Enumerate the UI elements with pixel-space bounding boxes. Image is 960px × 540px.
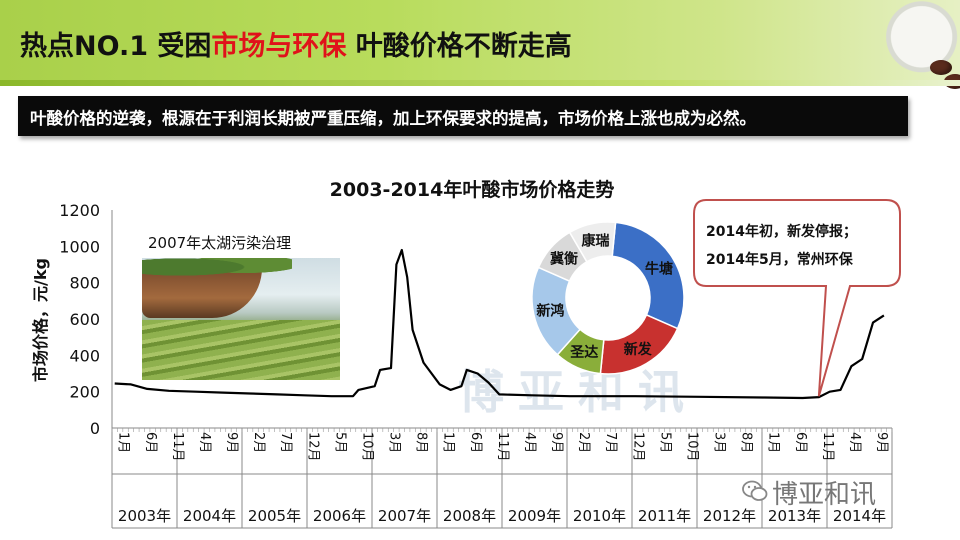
month-tick-label: 12月 xyxy=(305,432,320,462)
taihu-photo xyxy=(142,258,340,380)
title-band xyxy=(0,0,960,92)
photo-caption: 2007年太湖污染治理 xyxy=(148,234,292,252)
y-tick-label: 1000 xyxy=(59,237,100,256)
title-part2: 叶酸价格不断走高 xyxy=(346,31,572,62)
year-label: 2008年 xyxy=(443,507,496,525)
wechat-icon xyxy=(742,480,768,501)
y-tick-label: 200 xyxy=(69,383,100,402)
month-tick-label: 11月 xyxy=(820,432,835,462)
summary-banner: 叶酸价格的逆袭，根源在于利润长期被严重压缩，加上环保要求的提高，市场价格上涨也成… xyxy=(18,96,908,136)
month-tick-label: 3月 xyxy=(712,432,727,453)
callout-line-1: 2014年初，新发停报； xyxy=(706,224,857,240)
donut-slice-label: 圣达 xyxy=(569,344,598,361)
month-tick-label: 3月 xyxy=(387,432,402,453)
year-label: 2009年 xyxy=(508,507,561,525)
y-tick-label: 600 xyxy=(69,310,100,329)
chart-title: 2003-2014年叶酸市场价格走势 xyxy=(330,178,615,201)
year-label: 2003年 xyxy=(118,507,171,525)
y-tick-label: 800 xyxy=(69,274,100,293)
donut-slice-label: 牛塘 xyxy=(645,260,673,277)
banner-text: 叶酸价格的逆袭，根源在于利润长期被严重压缩，加上环保要求的提高，市场价格上涨也成… xyxy=(30,109,756,128)
month-tick-label: 8月 xyxy=(739,432,754,453)
month-tick-label: 7月 xyxy=(603,432,618,453)
month-tick-label: 10月 xyxy=(684,432,699,462)
donut-slice-label: 新发 xyxy=(624,341,653,358)
month-tick-label: 9月 xyxy=(224,432,239,453)
y-axis-label: 市场价格，元/kg xyxy=(31,258,50,382)
month-tick-label: 1月 xyxy=(766,432,781,453)
month-tick-label: 9月 xyxy=(549,432,564,453)
title-part1: 热点NO.1 受困 xyxy=(20,31,212,62)
donut-slice-label: 新鸿 xyxy=(536,303,564,320)
photo-trees xyxy=(142,258,292,282)
year-label: 2006年 xyxy=(313,507,366,525)
price-line xyxy=(114,248,885,400)
month-tick-label: 1月 xyxy=(441,432,456,453)
photo-algae-water xyxy=(142,320,340,380)
title-highlight: 市场与环保 xyxy=(211,31,347,62)
month-tick-label: 10月 xyxy=(359,432,374,462)
month-tick-label: 4月 xyxy=(847,432,862,453)
wechat-label: 博亚和讯 xyxy=(772,480,877,510)
donut-slice-label: 冀衡 xyxy=(550,251,578,268)
month-tick-label: 11月 xyxy=(170,432,185,462)
coffee-bean-decoration xyxy=(930,60,952,75)
month-tick-label: 2月 xyxy=(576,432,591,453)
year-label: 2007年 xyxy=(378,507,431,525)
donut-slice-label: 康瑞 xyxy=(581,232,609,249)
year-label: 2005年 xyxy=(248,507,301,525)
year-label: 2014年 xyxy=(833,507,886,525)
month-tick-label: 6月 xyxy=(143,432,158,453)
y-tick-label: 0 xyxy=(90,419,100,438)
month-tick-label: 7月 xyxy=(278,432,293,453)
month-tick-label: 12月 xyxy=(630,432,645,462)
page-title: 热点NO.1 受困市场与环保 叶酸价格不断走高 xyxy=(20,24,572,63)
year-label: 2010年 xyxy=(573,507,626,525)
month-tick-label: 4月 xyxy=(197,432,212,453)
callout-line-2: 2014年5月，常州环保 xyxy=(706,252,853,268)
month-tick-label: 5月 xyxy=(657,432,672,453)
month-tick-label: 11月 xyxy=(495,432,510,462)
month-tick-label: 6月 xyxy=(793,432,808,453)
month-tick-label: 9月 xyxy=(874,432,889,453)
donut-slice xyxy=(568,221,617,263)
cup-decoration xyxy=(864,0,960,92)
month-tick-label: 1月 xyxy=(116,432,131,453)
month-tick-label: 4月 xyxy=(522,432,537,453)
year-label: 2012年 xyxy=(703,507,756,525)
month-tick-label: 6月 xyxy=(468,432,483,453)
y-tick-label: 1200 xyxy=(59,201,100,220)
month-tick-label: 2月 xyxy=(251,432,266,453)
callout-bubble xyxy=(693,199,901,397)
year-label: 2004年 xyxy=(183,507,236,525)
donut-slice xyxy=(611,221,685,330)
year-label: 2011年 xyxy=(638,507,691,525)
year-label: 2013年 xyxy=(768,507,821,525)
month-tick-label: 8月 xyxy=(414,432,429,453)
callout-text: 2014年初，新发停报； 2014年5月，常州环保 xyxy=(706,218,896,274)
y-tick-label: 400 xyxy=(69,346,100,365)
month-tick-label: 5月 xyxy=(332,432,347,453)
